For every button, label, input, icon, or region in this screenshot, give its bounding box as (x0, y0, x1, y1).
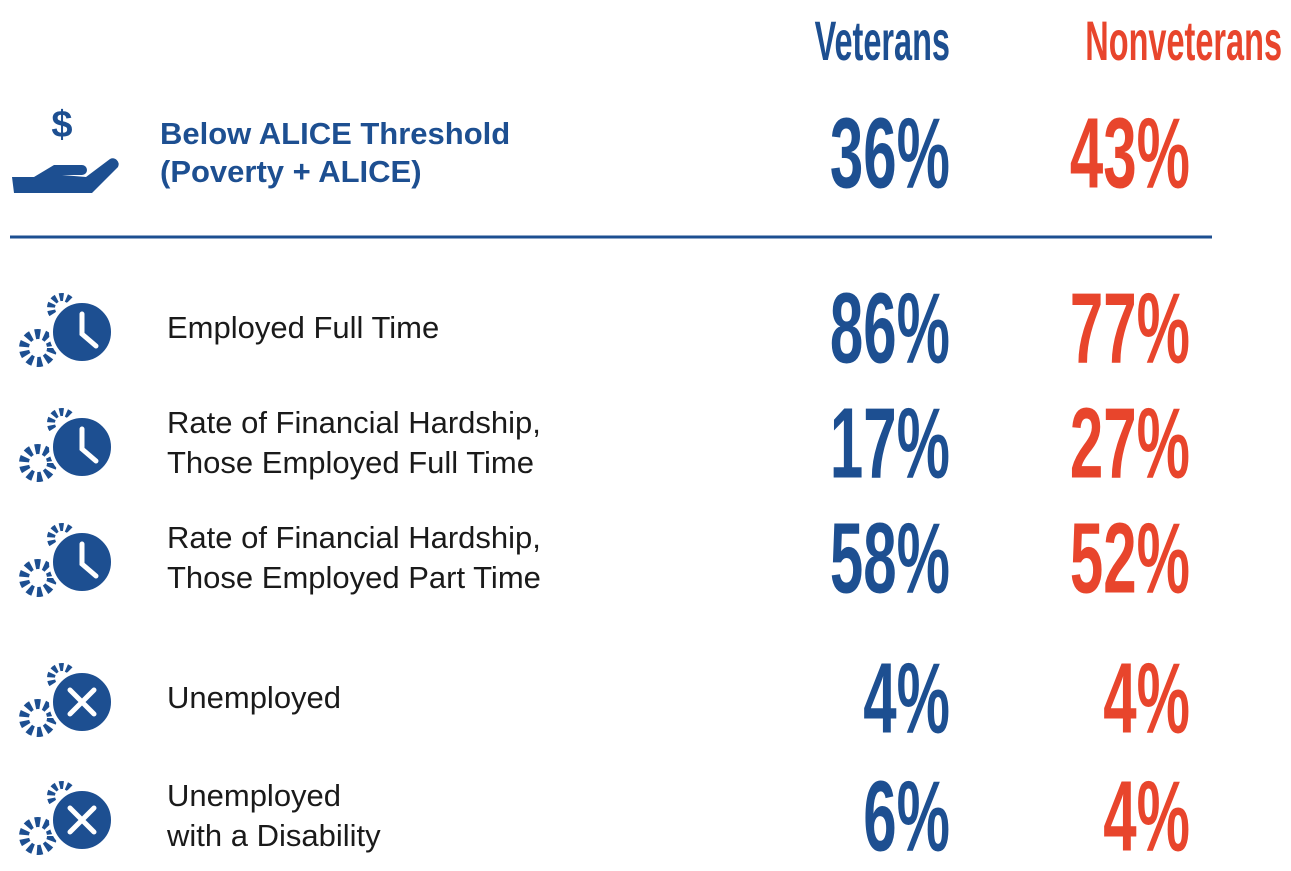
column-header-group: Veterans (815, 10, 950, 72)
cross (67, 805, 97, 835)
hand-shape (12, 158, 119, 193)
clock-hands (79, 311, 99, 349)
value-group: 36% (830, 98, 950, 210)
gear-large (19, 817, 57, 855)
value: 36% (830, 98, 950, 210)
value: 77% (1070, 273, 1190, 385)
value-group: 86% (830, 273, 950, 385)
clock-hands (79, 541, 99, 579)
row-label: Rate of Financial Hardship, (167, 405, 541, 440)
work-icon (19, 293, 115, 367)
value: 43% (1070, 98, 1190, 210)
value: 52% (1070, 503, 1190, 615)
value-group: 4% (1103, 643, 1190, 755)
value: 58% (830, 503, 950, 615)
value: 27% (1070, 388, 1190, 500)
value: 4% (1103, 643, 1190, 755)
value: 86% (830, 273, 950, 385)
value-group: 4% (863, 643, 950, 755)
work-icon (19, 408, 115, 482)
gear-large (19, 444, 57, 482)
clock-hands (79, 426, 99, 464)
row-label: Employed Full Time (167, 310, 439, 345)
row-label: Unemployed (167, 778, 341, 813)
row-label: Below ALICE Threshold (160, 116, 510, 151)
cross (67, 687, 97, 717)
dollar-sign: $ (51, 104, 72, 146)
column-header: Nonveterans (1085, 10, 1282, 72)
work-icon (19, 663, 115, 737)
value: 4% (1103, 761, 1190, 871)
row-label: Rate of Financial Hardship, (167, 520, 541, 555)
value-group: 17% (830, 388, 950, 500)
gear-large (19, 559, 57, 597)
value: 4% (863, 643, 950, 755)
gear-large (19, 699, 57, 737)
row-label: (Poverty + ALICE) (160, 154, 422, 189)
row-label: with a Disability (166, 818, 381, 853)
value-group: 77% (1070, 273, 1190, 385)
work-icon (19, 523, 115, 597)
hand-dollar-icon: $ (12, 104, 119, 193)
row-label: Those Employed Full Time (167, 445, 534, 480)
row-label: Unemployed (167, 680, 341, 715)
column-header-group: Nonveterans (1085, 10, 1282, 72)
gear-large (19, 329, 57, 367)
value: 17% (830, 388, 950, 500)
value: 6% (863, 761, 950, 871)
work-icon (19, 781, 115, 855)
value-group: 4% (1103, 761, 1190, 871)
value-group: 6% (863, 761, 950, 871)
value-group: 52% (1070, 503, 1190, 615)
value-group: 43% (1070, 98, 1190, 210)
value-group: 27% (1070, 388, 1190, 500)
value-group: 58% (830, 503, 950, 615)
column-header: Veterans (815, 10, 950, 72)
row-label: Those Employed Part Time (167, 560, 541, 595)
